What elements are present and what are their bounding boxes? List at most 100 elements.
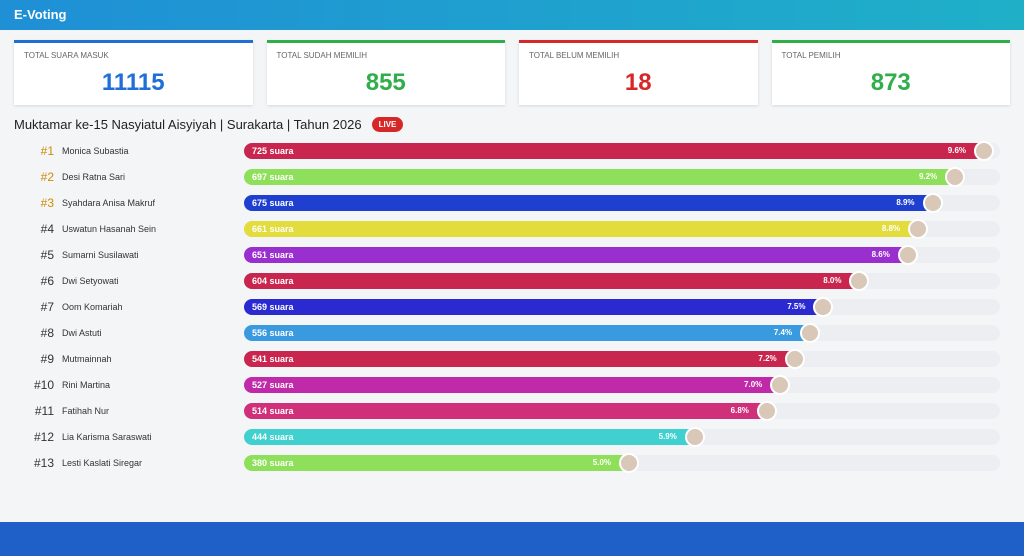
rank: #10 (33, 378, 54, 392)
percent-label: 7.5% (787, 302, 806, 311)
stat-label: Total Suara Masuk (24, 51, 109, 60)
stat-cards: Total Suara Masuk 11115 Total Sudah Memili… (0, 30, 1024, 105)
avatar (619, 453, 639, 473)
vote-bar: 697 suara 9.2% (244, 167, 966, 187)
vote-label: 675 suara (252, 198, 294, 208)
candidate-name: Sumarni Susilawati (62, 250, 139, 260)
rank: #13 (33, 456, 54, 470)
vote-bar: 514 suara 6.8% (244, 401, 777, 421)
candidate-name: Lesti Kaslati Siregar (62, 458, 143, 468)
candidate-row: #8 Dwi Astuti 556 suara 7.4% (14, 320, 1010, 346)
vote-bar: 675 suara 8.9% (244, 193, 943, 213)
vote-bar: 725 suara 9.6% (244, 141, 994, 161)
stat-card: Total Pemilih 873 (771, 40, 1010, 105)
avatar (684, 427, 705, 447)
ranking: #1 Monica Subastia 725 suara 9.6% #2 Desi Rat… (14, 138, 1010, 476)
candidate-name: Desi Ratna Sari (62, 172, 126, 182)
vote-bar: 604 suara 8.0% (244, 271, 870, 291)
candidate-row: #10 Rini Martina 527 suara 7.0% (14, 372, 1010, 398)
percent-label: 5.0% (592, 458, 611, 467)
candidate-name: Dwi Setyowati (62, 276, 119, 286)
avatar (897, 245, 918, 265)
percent-label: 7.2% (758, 354, 777, 363)
title-row: Muktamar ke-15 Nasyiatul Aisyiyah | Sura… (14, 117, 1010, 132)
percent-label: 6.8% (730, 406, 749, 415)
event-title: Muktamar ke-15 Nasyiatul Aisyiyah | Sura… (14, 117, 362, 132)
stat-label: Total Belum Memilih (529, 51, 620, 60)
percent-label: 9.2% (918, 172, 938, 181)
candidate-name: Rini Martina (62, 380, 111, 390)
candidate-row: #13 Lesti Kaslati Siregar 380 suara 5.0% (14, 450, 1010, 476)
candidate-row: #1 Monica Subastia 725 suara 9.6% (14, 138, 1010, 164)
percent-label: 7.4% (773, 328, 793, 337)
vote-bar: 527 suara 7.0% (244, 375, 791, 395)
avatar (922, 193, 943, 213)
vote-label: 514 suara (252, 406, 294, 416)
vote-bar: 556 suara 7.4% (244, 323, 821, 343)
vote-label: 604 suara (252, 276, 294, 286)
candidate-row: #2 Desi Ratna Sari 697 suara 9.2% (14, 164, 1010, 190)
candidate-row: #3 Syahdara Anisa Makruf 675 suara 8.9% (14, 190, 1010, 216)
rank: #8 (40, 326, 54, 340)
stat-value: 18 (624, 69, 652, 96)
vote-label: 527 suara (252, 380, 294, 390)
rank: #11 (34, 404, 54, 418)
candidate-row: #11 Fatihah Nur 514 suara 6.8% (14, 398, 1010, 424)
stat-value: 873 (870, 69, 911, 96)
rank: #6 (40, 274, 54, 288)
rank: #1 (40, 144, 54, 158)
rank: #3 (40, 196, 54, 210)
footer (0, 522, 1024, 556)
rank: #9 (40, 352, 54, 366)
avatar (945, 167, 966, 187)
rank: #2 (40, 170, 54, 184)
rank: #5 (40, 248, 54, 262)
vote-bar: 651 suara 8.6% (244, 245, 918, 265)
candidate-name: Syahdara Anisa Makruf (62, 198, 156, 208)
avatar (849, 271, 870, 291)
candidate-row: #5 Sumarni Susilawati 651 suara 8.6% (14, 242, 1010, 268)
live-badge: LIVE (371, 117, 404, 132)
vote-bar: 380 suara 5.0% (244, 453, 639, 473)
app-header: E-Voting (0, 0, 1024, 30)
vote-label: 725 suara (252, 146, 294, 156)
candidate-name: Uswatun Hasanah Sein (62, 224, 157, 234)
avatar (974, 141, 994, 161)
vote-bar: 444 suara 5.9% (244, 427, 705, 447)
stat-card: Total Belum Memilih 18 (519, 40, 758, 105)
vote-bar: 569 suara 7.5% (244, 297, 834, 317)
candidate-name: Fatihah Nur (62, 406, 110, 416)
vote-bar: 661 suara 8.8% (244, 219, 929, 239)
candidate-row: #7 Oom Komariah 569 suara 7.5% (14, 294, 1010, 320)
stat-card: Total Sudah Memilih 855 (266, 40, 505, 105)
vote-label: 651 suara (252, 250, 294, 260)
vote-label: 661 suara (252, 224, 294, 234)
rank: #4 (40, 222, 54, 236)
avatar (784, 349, 805, 369)
percent-label: 8.8% (881, 224, 901, 233)
vote-bar: 541 suara 7.2% (244, 349, 805, 369)
avatar (908, 219, 929, 239)
percent-label: 8.6% (871, 250, 890, 259)
stat-label: Total Pemilih (781, 51, 841, 60)
rank: #12 (33, 430, 54, 444)
vote-label: 380 suara (252, 458, 294, 468)
avatar (770, 375, 791, 395)
percent-label: 8.0% (823, 276, 842, 285)
avatar (813, 297, 834, 317)
vote-label: 569 suara (252, 302, 294, 312)
stat-value: 855 (365, 69, 406, 96)
app-name: E-Voting (14, 7, 67, 22)
candidate-name: Mutmainnah (62, 354, 112, 364)
candidate-row: #6 Dwi Setyowati 604 suara 8.0% (14, 268, 1010, 294)
candidate-name: Monica Subastia (62, 146, 129, 156)
avatar (756, 401, 777, 421)
vote-label: 541 suara (252, 354, 294, 364)
vote-label: 444 suara (252, 432, 294, 442)
vote-label: 697 suara (252, 172, 294, 182)
percent-label: 7.0% (744, 380, 763, 389)
percent-label: 9.6% (947, 146, 966, 155)
stat-card: Total Suara Masuk 11115 (14, 40, 253, 105)
stat-label: Total Sudah Memilih (276, 51, 368, 60)
